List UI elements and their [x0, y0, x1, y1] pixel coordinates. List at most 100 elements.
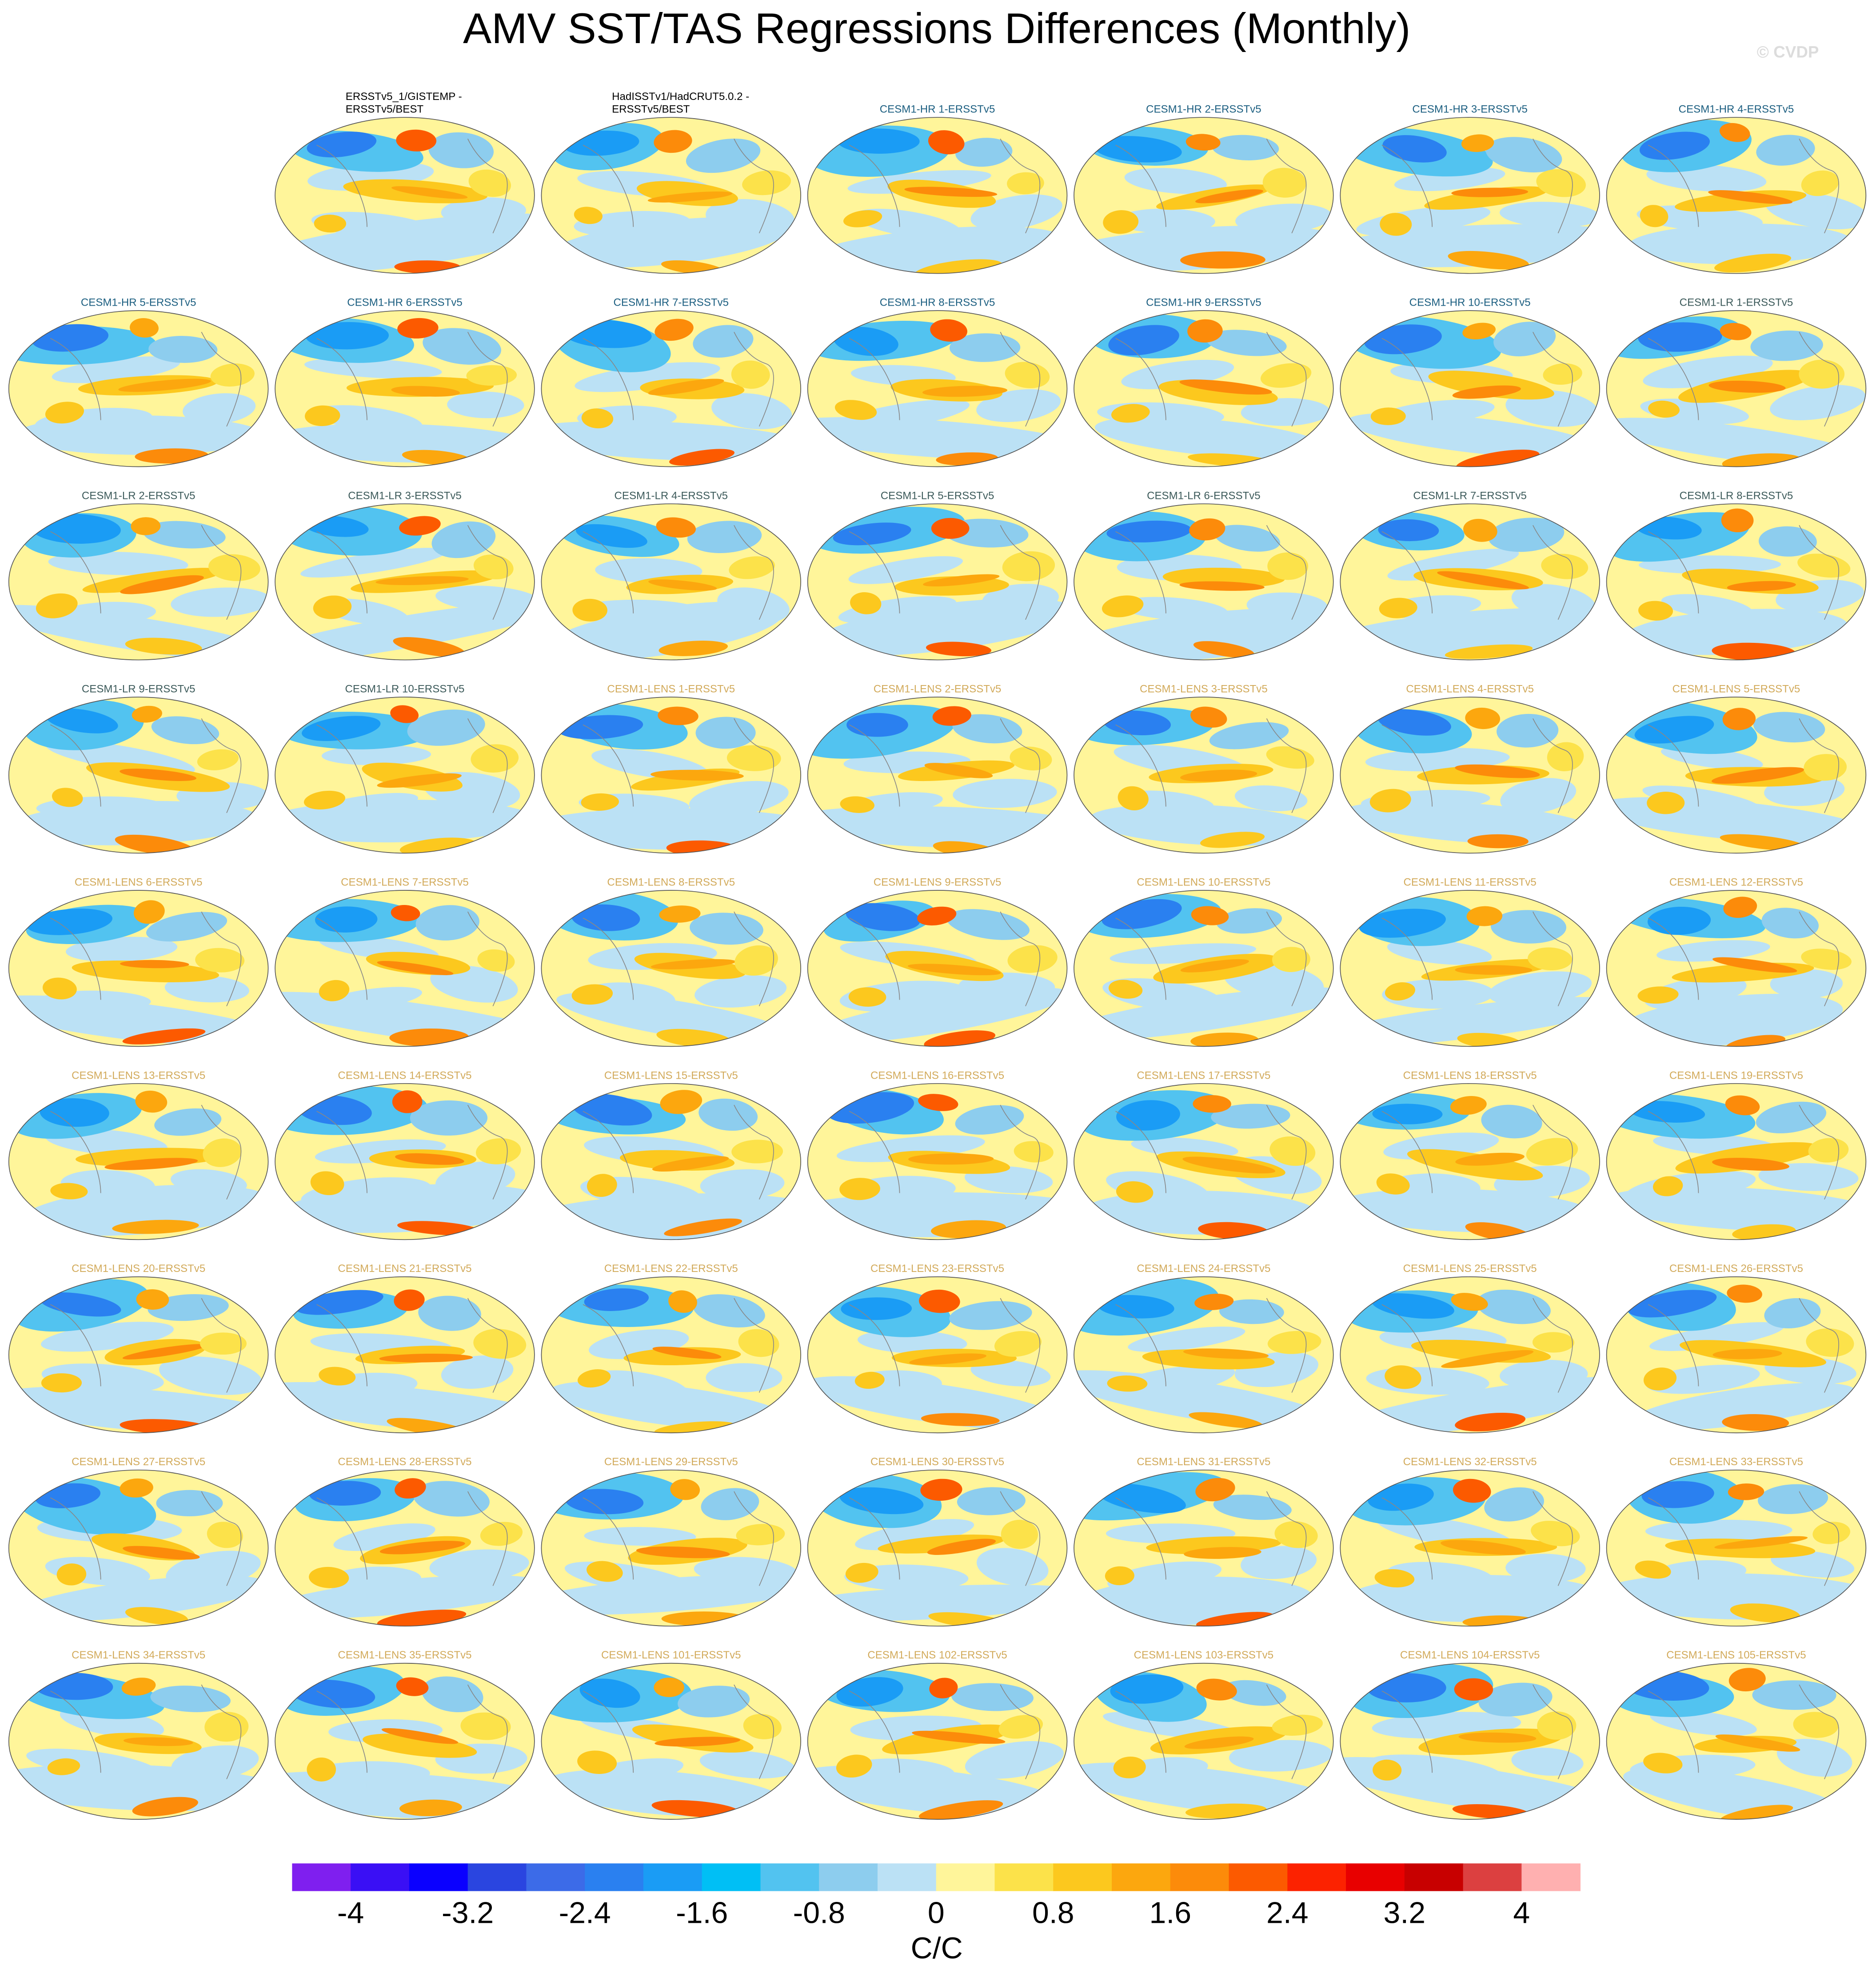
map-panel: CESM1-LENS 15-ERSSTv5 [541, 1069, 801, 1240]
panel-title: CESM1-LENS 101-ERSSTv5 [601, 1649, 741, 1661]
colorbar-box [409, 1863, 468, 1891]
panel-title: CESM1-LR 6-ERSSTv5 [1147, 490, 1261, 502]
map-panel: CESM1-LENS 14-ERSSTv5 [275, 1069, 535, 1240]
map-panel: CESM1-LR 1-ERSSTv5 [1606, 296, 1867, 467]
panel-title: CESM1-LENS 29-ERSSTv5 [604, 1456, 738, 1468]
map-panel: CESM1-LENS 27-ERSSTv5 [8, 1456, 269, 1627]
map-field [541, 1276, 801, 1433]
panel-title: CESM1-LENS 1-ERSSTv5 [607, 683, 735, 695]
map-field [1074, 1276, 1333, 1433]
map-field [275, 1663, 535, 1820]
map-panel: CESM1-LENS 10-ERSSTv5 [1074, 876, 1334, 1047]
colorbar-box [994, 1863, 1054, 1891]
panel-title: CESM1-LR 7-ERSSTv5 [1413, 490, 1527, 502]
panel-title: CESM1-LR 8-ERSSTv5 [1680, 490, 1793, 502]
map-field [275, 504, 535, 660]
panel-title: ERSSTv5_1/GISTEMP - [346, 91, 462, 103]
map-panel: CESM1-LENS 4-ERSSTv5 [1340, 683, 1600, 854]
map-panel: CESM1-LENS 13-ERSSTv5 [8, 1069, 269, 1240]
panel-title: CESM1-LENS 16-ERSSTv5 [870, 1069, 1004, 1081]
panel-title: CESM1-LENS 9-ERSSTv5 [874, 876, 1002, 888]
map-panel: CESM1-LENS 103-ERSSTv5 [1074, 1649, 1334, 1820]
map-panel: CESM1-LR 4-ERSSTv5 [541, 490, 801, 661]
map-panel: CESM1-LR 10-ERSSTv5 [275, 683, 535, 854]
map-panel: CESM1-LENS 29-ERSSTv5 [541, 1456, 801, 1627]
map-field [1074, 311, 1333, 467]
panel-title: CESM1-LENS 8-ERSSTv5 [607, 876, 735, 888]
map-field [541, 1083, 801, 1240]
panel-title: CESM1-LENS 30-ERSSTv5 [870, 1456, 1004, 1468]
colorbar-box [1463, 1863, 1522, 1891]
map-panel: CESM1-HR 4-ERSSTv5 [1606, 104, 1867, 274]
panel-title: CESM1-LENS 26-ERSSTv5 [1669, 1263, 1803, 1275]
map-panel: HadISSTv1/HadCRUT5.0.2 -ERSSTv5/BEST [541, 91, 801, 274]
map-panel: CESM1-LENS 105-ERSSTv5 [1606, 1649, 1867, 1820]
colorbar-box [467, 1863, 527, 1891]
panel-title: CESM1-LENS 10-ERSSTv5 [1137, 876, 1270, 888]
map-field [1074, 1663, 1333, 1820]
map-field [541, 890, 801, 1047]
colorbar-box [1170, 1863, 1229, 1891]
panel-title: CESM1-HR 8-ERSSTv5 [880, 296, 995, 308]
panel-title: CESM1-LENS 4-ERSSTv5 [1406, 683, 1534, 695]
colorbar-box [1404, 1863, 1464, 1891]
colorbar-box [1287, 1863, 1346, 1891]
map-panel: CESM1-LENS 33-ERSSTv5 [1606, 1456, 1867, 1627]
colorbar-tick-label: -2.4 [559, 1896, 611, 1929]
colorbar-tick-label: 0.8 [1032, 1896, 1074, 1929]
map-panel: CESM1-LENS 26-ERSSTv5 [1606, 1263, 1867, 1434]
map-field [275, 1276, 535, 1433]
panel-title: CESM1-LENS 12-ERSSTv5 [1669, 876, 1803, 888]
panel-title: CESM1-LENS 13-ERSSTv5 [72, 1069, 205, 1081]
colorbar-box [643, 1863, 703, 1891]
map-panel: CESM1-HR 2-ERSSTv5 [1074, 104, 1334, 274]
panel-title: CESM1-LENS 20-ERSSTv5 [72, 1263, 205, 1275]
map-panel: CESM1-LENS 20-ERSSTv5 [8, 1263, 269, 1434]
panel-title: CESM1-HR 10-ERSSTv5 [1409, 296, 1531, 308]
map-panel: CESM1-LENS 35-ERSSTv5 [275, 1649, 535, 1820]
panel-title: CESM1-HR 7-ERSSTv5 [614, 296, 729, 308]
colorbar-box [1229, 1863, 1288, 1891]
map-field [1606, 1083, 1866, 1240]
map-panel: CESM1-HR 7-ERSSTv5 [541, 296, 801, 467]
map-field [1606, 1470, 1866, 1626]
map-panel: CESM1-LR 8-ERSSTv5 [1606, 490, 1867, 661]
map-panel: CESM1-HR 1-ERSSTv5 [807, 104, 1068, 274]
map-panel: CESM1-LR 5-ERSSTv5 [807, 490, 1068, 661]
panel-title: CESM1-LENS 31-ERSSTv5 [1137, 1456, 1270, 1468]
map-panel: CESM1-HR 3-ERSSTv5 [1340, 104, 1600, 274]
panel-title: CESM1-HR 1-ERSSTv5 [880, 104, 995, 116]
panel-title: CESM1-LENS 18-ERSSTv5 [1403, 1069, 1537, 1081]
colorbar-box [702, 1863, 761, 1891]
map-field [541, 311, 801, 467]
map-field [275, 117, 535, 274]
panel-title: CESM1-LR 2-ERSSTv5 [82, 490, 196, 502]
map-field [807, 1663, 1067, 1820]
map-field [1606, 311, 1866, 467]
map-panel: CESM1-LENS 25-ERSSTv5 [1340, 1263, 1600, 1434]
map-panel: CESM1-LENS 31-ERSSTv5 [1074, 1456, 1334, 1627]
panel-title: CESM1-LENS 24-ERSSTv5 [1137, 1263, 1270, 1275]
map-field [1074, 504, 1333, 660]
colorbar-box [351, 1863, 410, 1891]
map-panel: CESM1-LENS 34-ERSSTv5 [8, 1649, 269, 1820]
map-field [1340, 1083, 1600, 1240]
map-field [8, 504, 268, 660]
map-field [807, 504, 1067, 660]
map-panel: CESM1-LENS 104-ERSSTv5 [1340, 1649, 1600, 1820]
colorbar-tick-label: 4 [1513, 1896, 1530, 1929]
map-panel: CESM1-LENS 23-ERSSTv5 [807, 1263, 1068, 1434]
map-panel: CESM1-LENS 21-ERSSTv5 [275, 1263, 535, 1434]
map-field [1606, 1276, 1866, 1433]
panel-title: CESM1-LENS 32-ERSSTv5 [1403, 1456, 1537, 1468]
map-field [1606, 890, 1866, 1047]
map-panel: CESM1-LENS 2-ERSSTv5 [807, 683, 1068, 854]
panel-title: CESM1-HR 5-ERSSTv5 [81, 296, 196, 308]
map-panel: CESM1-LENS 6-ERSSTv5 [8, 876, 269, 1047]
map-field [8, 1470, 268, 1626]
map-field [1074, 1083, 1333, 1240]
map-field [541, 697, 801, 853]
map-panel: CESM1-LR 2-ERSSTv5 [8, 490, 269, 661]
